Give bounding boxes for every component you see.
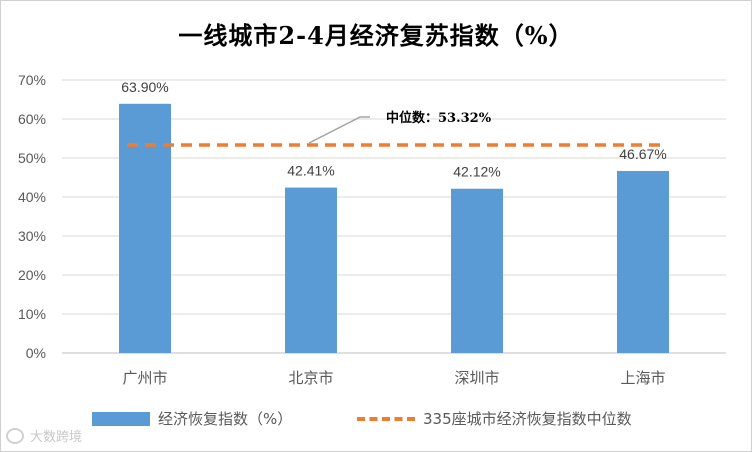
- x-tick-label: 深圳市: [454, 369, 499, 387]
- legend-median-swatch: [357, 416, 415, 421]
- data-label: 42.41%: [287, 163, 334, 179]
- legend-bar-swatch: [92, 411, 150, 426]
- legend: 经济恢复指数（%） 335座城市经济恢复指数中位数: [0, 408, 752, 432]
- y-tick-label: 50%: [18, 150, 46, 166]
- data-label: 63.90%: [121, 79, 168, 95]
- legend-bar-label: 经济恢复指数（%）: [158, 410, 293, 428]
- median-annotation: 中位数：53.32%: [386, 110, 492, 126]
- y-tick-label: 40%: [18, 189, 46, 205]
- bar: [617, 170, 669, 353]
- y-tick-label: 10%: [18, 306, 46, 322]
- y-tick-label: 0%: [26, 345, 46, 361]
- x-tick-label: 上海市: [620, 369, 665, 387]
- data-label: 42.12%: [453, 164, 500, 180]
- legend-item-bar: 经济恢复指数（%）: [92, 408, 292, 429]
- bar: [451, 188, 503, 353]
- legend-median-label: 335座城市经济恢复指数中位数: [423, 410, 632, 428]
- watermark-text: 大数跨境: [30, 430, 83, 445]
- y-tick-label: 70%: [18, 72, 46, 88]
- chart-title: 一线城市2-4月经济复苏指数（%）: [178, 21, 574, 50]
- x-tick-label: 北京市: [288, 369, 333, 387]
- bar: [119, 103, 171, 353]
- data-label: 46.67%: [619, 146, 666, 162]
- y-tick-label: 60%: [18, 111, 46, 127]
- watermark: 大数跨境: [6, 426, 82, 445]
- y-tick-label: 30%: [18, 228, 46, 244]
- annotation-leader: [308, 116, 370, 144]
- y-tick-label: 20%: [18, 267, 46, 283]
- legend-item-median: 335座城市经济恢复指数中位数: [357, 408, 632, 429]
- bar: [285, 187, 337, 353]
- x-tick-label: 广州市: [122, 369, 167, 387]
- watermark-logo-icon: [6, 427, 24, 444]
